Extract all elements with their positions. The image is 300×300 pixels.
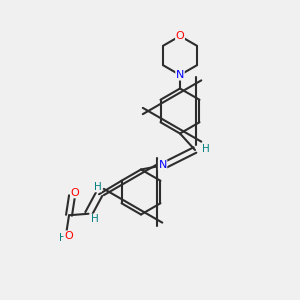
Text: O: O: [64, 231, 73, 241]
Text: H: H: [94, 182, 101, 192]
Text: H: H: [202, 143, 209, 154]
Text: H: H: [91, 214, 98, 224]
Text: N: N: [176, 70, 184, 80]
Text: H: H: [58, 233, 66, 243]
Text: O: O: [70, 188, 80, 198]
Text: N: N: [158, 160, 167, 170]
Text: O: O: [176, 31, 184, 41]
